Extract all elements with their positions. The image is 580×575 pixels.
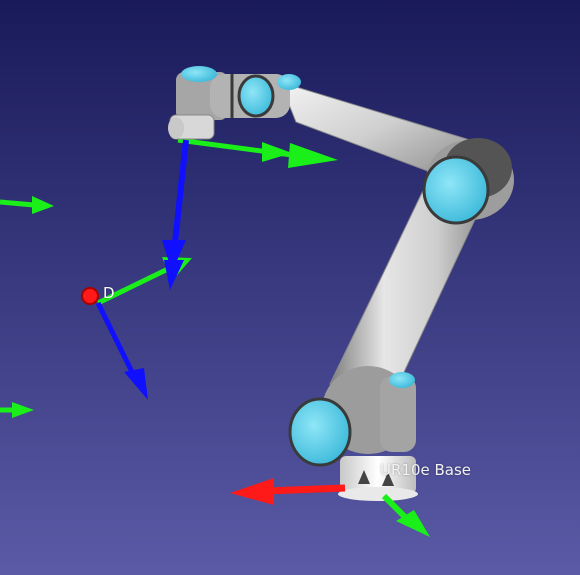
frame-d-z-axis (95, 301, 138, 380)
frame-d-z-arrowhead (124, 368, 148, 400)
robot-base (338, 456, 418, 501)
base-frame-y-arrowhead (396, 510, 430, 537)
tool-frame-z-arrowhead-2 (164, 260, 184, 290)
base-frame-x-arrowhead (230, 478, 274, 505)
frame-d-origin (81, 287, 99, 305)
tool-frame-z-arrowhead (162, 240, 186, 272)
elbow-joint (422, 138, 514, 225)
offscreen-frame-y-arrow-lower (0, 402, 34, 418)
wrist-joint-cap-side (237, 74, 275, 118)
frame-d-y-axis (96, 265, 172, 306)
elbow-joint-cap (422, 155, 490, 225)
shoulder-joint (288, 366, 416, 467)
base-frame[interactable] (230, 478, 430, 537)
offscreen-frame-y-arrow-upper (0, 196, 54, 214)
base-frame-label: UR10e Base (380, 461, 472, 479)
target-frame-label: D (103, 284, 115, 302)
wrist-joint-cap-top (181, 66, 217, 82)
base-frame-x-axis (265, 484, 346, 495)
tool-frame-y-arrowhead (262, 142, 292, 162)
base-frame-y-axis (381, 493, 409, 521)
shoulder-joint-cap (288, 397, 352, 467)
tool-frame[interactable] (162, 137, 338, 290)
wrist-assembly (168, 66, 301, 140)
shoulder-top-cap (389, 372, 415, 388)
tool-frame-z-axis (171, 139, 189, 253)
tool-frame-y-arrowhead-2 (288, 143, 338, 168)
robot-arm-ur10e[interactable] (168, 66, 514, 501)
wrist-joint-cap-rear (277, 74, 301, 90)
